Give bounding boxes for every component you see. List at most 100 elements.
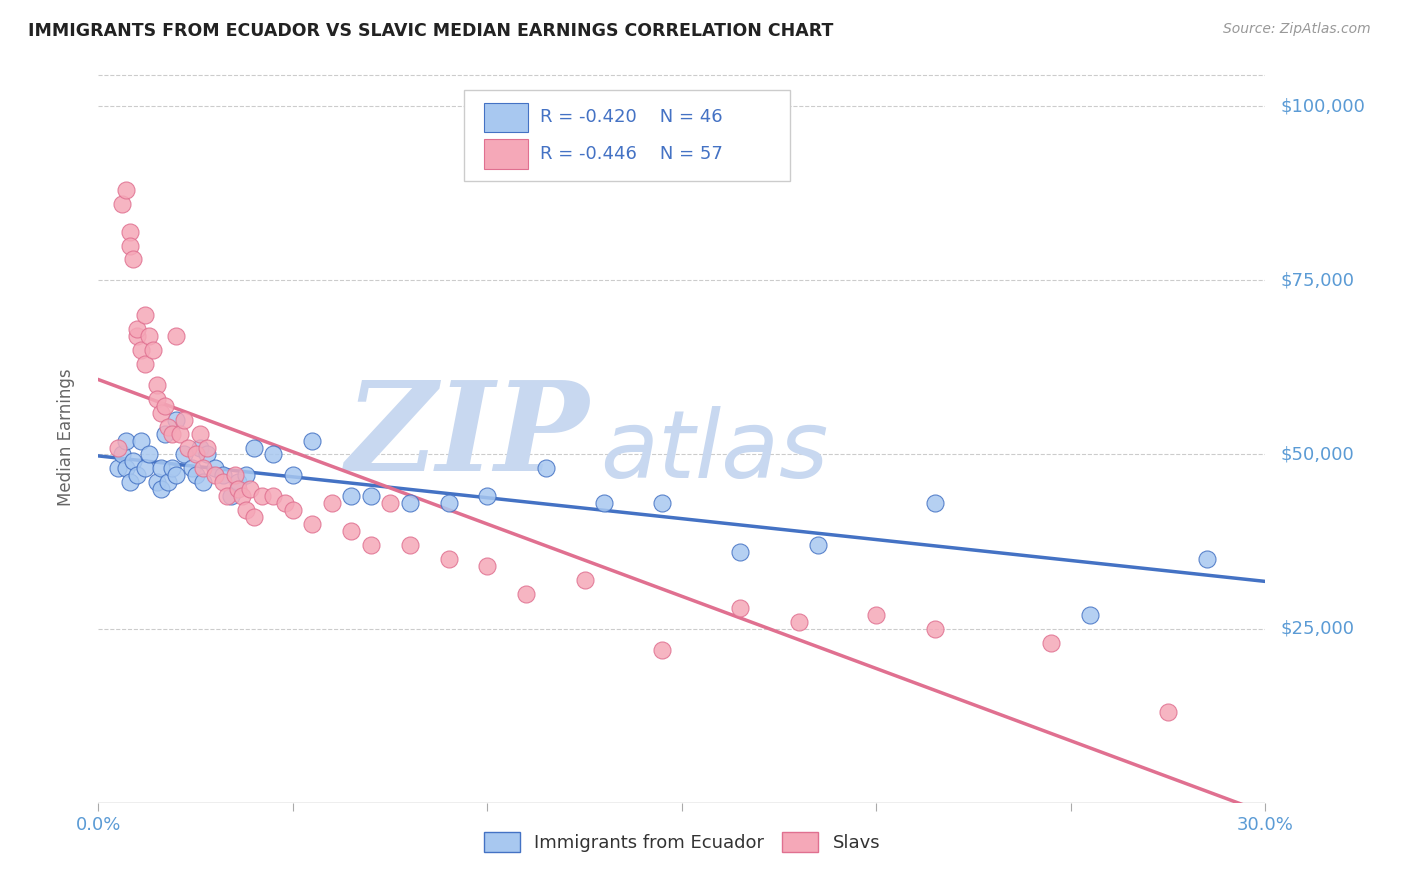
Point (122, 454, 145, 468)
Point (111, 448, 134, 462)
Point (204, 468, 226, 483)
Point (865, 607, 887, 622)
Point (924, 496, 946, 510)
Point (149, 406, 172, 420)
Point (340, 524, 363, 538)
Point (146, 377, 169, 392)
Point (228, 475, 250, 490)
Point (235, 503, 257, 517)
Point (1040, 635, 1063, 649)
Text: R = -0.446    N = 57: R = -0.446 N = 57 (540, 145, 723, 163)
Point (142, 343, 165, 357)
Text: R = -0.420    N = 46: R = -0.420 N = 46 (540, 109, 723, 127)
Point (111, 196, 134, 211)
Point (281, 468, 304, 483)
Point (127, 322, 149, 336)
Point (360, 538, 382, 552)
Point (165, 412, 187, 426)
Point (193, 475, 215, 490)
Point (114, 434, 136, 448)
Point (281, 503, 304, 517)
Point (173, 412, 195, 426)
Point (239, 483, 262, 497)
Text: Median Earnings: Median Earnings (56, 368, 75, 506)
Point (235, 468, 257, 483)
Point (114, 461, 136, 475)
Point (138, 329, 160, 343)
Point (149, 461, 172, 475)
Point (301, 517, 323, 532)
Point (231, 489, 253, 503)
Point (180, 461, 202, 475)
Point (153, 399, 176, 413)
Point (477, 558, 499, 573)
Point (157, 419, 180, 434)
Point (195, 441, 218, 455)
Point (134, 357, 156, 371)
Point (398, 538, 420, 552)
Point (730, 545, 752, 559)
Point (169, 426, 191, 441)
Point (162, 426, 184, 441)
Point (118, 238, 141, 252)
Point (165, 329, 187, 343)
Text: IMMIGRANTS FROM ECUADOR VS SLAVIC MEDIAN EARNINGS CORRELATION CHART: IMMIGRANTS FROM ECUADOR VS SLAVIC MEDIAN… (28, 22, 834, 40)
Point (162, 461, 184, 475)
Text: ZIP: ZIP (344, 376, 589, 498)
Point (651, 642, 673, 657)
Point (787, 615, 810, 629)
Point (134, 308, 156, 322)
Legend: Immigrants from Ecuador, Slavs: Immigrants from Ecuador, Slavs (477, 824, 887, 860)
Text: $50,000: $50,000 (1281, 445, 1355, 464)
Point (212, 468, 235, 483)
Point (321, 496, 343, 510)
FancyBboxPatch shape (464, 90, 790, 181)
Point (146, 392, 169, 406)
Point (138, 448, 160, 462)
Point (360, 489, 382, 503)
Text: $25,000: $25,000 (1281, 620, 1355, 638)
Text: Source: ZipAtlas.com: Source: ZipAtlas.com (1223, 22, 1371, 37)
Point (807, 538, 830, 552)
Point (157, 475, 180, 490)
Point (165, 468, 187, 483)
Point (651, 496, 673, 510)
Point (129, 434, 152, 448)
Point (477, 489, 499, 503)
Point (118, 225, 141, 239)
Point (127, 468, 149, 483)
Point (173, 448, 195, 462)
Point (149, 483, 172, 497)
Point (127, 329, 149, 343)
Point (437, 552, 460, 566)
Point (122, 252, 145, 267)
Point (219, 489, 242, 503)
Point (215, 489, 238, 503)
Point (193, 461, 215, 475)
Text: $100,000: $100,000 (1281, 97, 1365, 115)
Point (204, 461, 226, 475)
Point (274, 496, 297, 510)
Point (574, 573, 596, 587)
Point (134, 461, 156, 475)
Point (153, 426, 176, 441)
Point (188, 441, 211, 455)
Point (262, 448, 284, 462)
Point (184, 468, 207, 483)
Point (114, 183, 136, 197)
Point (184, 448, 207, 462)
Point (924, 622, 946, 636)
Point (534, 461, 557, 475)
Point (224, 468, 246, 483)
Point (188, 426, 211, 441)
Point (228, 483, 250, 497)
Text: atlas: atlas (600, 406, 828, 497)
Point (1080, 607, 1102, 622)
Point (212, 475, 235, 490)
Point (437, 496, 460, 510)
Point (593, 496, 616, 510)
Point (301, 434, 323, 448)
Point (380, 496, 402, 510)
Bar (484, 139, 527, 169)
Point (398, 496, 420, 510)
